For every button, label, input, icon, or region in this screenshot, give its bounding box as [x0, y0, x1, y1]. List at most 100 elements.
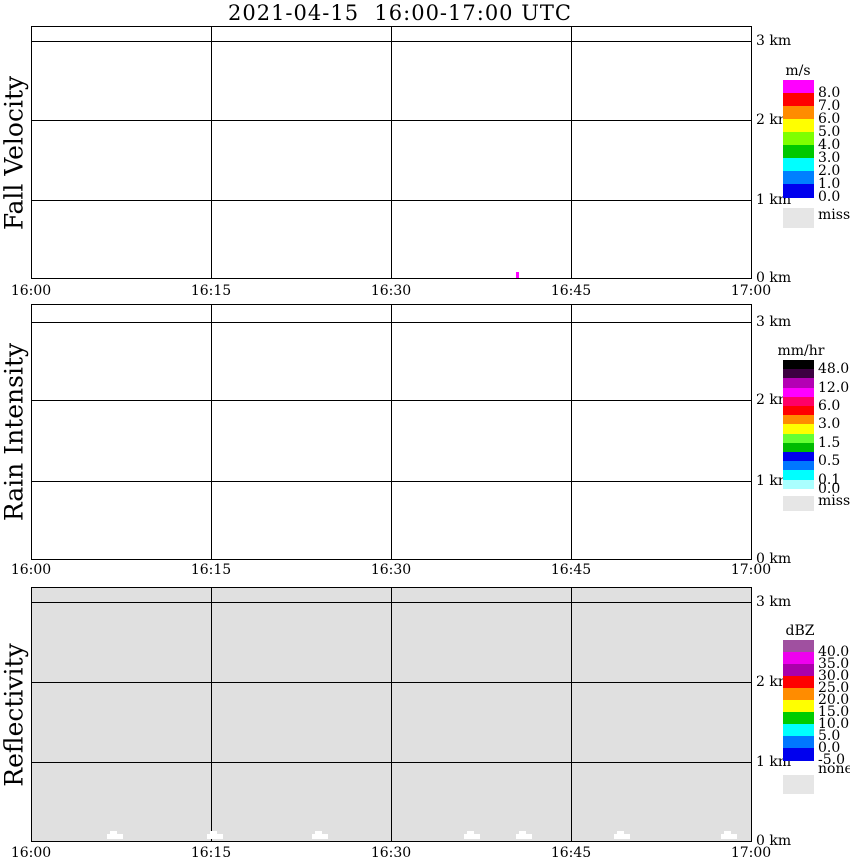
x-tick-label: 17:00	[730, 562, 772, 578]
colorbar-tick-label: 35.0	[818, 656, 850, 672]
missing-data-gap	[107, 834, 123, 839]
y-tick-label: 0 km	[756, 833, 792, 849]
colorbar-tick-label: 40.0	[818, 644, 850, 660]
missing-data-gap	[110, 831, 117, 834]
x-tick-label: 16:30	[370, 283, 412, 299]
colorbar-segment	[783, 184, 814, 198]
colorbar-tick-label: 5.0	[818, 124, 841, 140]
colorbar-segment	[783, 378, 814, 389]
y-tick-label: 0 km	[756, 551, 792, 567]
colorbar-segment	[783, 171, 814, 185]
colorbar-tick-label: 1.5	[818, 434, 841, 451]
y-tick-label: 3 km	[756, 314, 792, 330]
colorbar-segment	[783, 360, 814, 370]
colorbar-segment	[783, 652, 814, 665]
x-tick-label: 16:45	[550, 283, 592, 299]
y-tick-label: 3 km	[756, 594, 792, 610]
gridline-vertical	[571, 305, 572, 559]
colorbar-title-mm-hr: mm/hr	[777, 343, 825, 359]
colorbar-tick-label: 10.0	[818, 716, 850, 732]
missing-data-gap	[467, 831, 474, 834]
colorbar-tick-label: 0.5	[818, 453, 841, 470]
y-tick-label: 1 km	[756, 473, 792, 489]
colorbar-tick-label: 4.0	[818, 137, 841, 153]
missing-data-gap	[721, 834, 737, 839]
gridline-vertical	[211, 588, 212, 841]
y-tick-label: 1 km	[756, 192, 792, 208]
colorbar-tick-label: 5.0	[818, 728, 841, 744]
colorbar-segment	[783, 442, 814, 453]
panel-fall-velocity	[31, 26, 752, 279]
colorbar-segment	[783, 80, 814, 94]
colorbar-missing-label: miss	[818, 493, 850, 509]
colorbar-segment	[783, 676, 814, 689]
colorbar-missing-swatch	[783, 208, 814, 228]
axis-title-fall-velocity: Fall Velocity	[0, 75, 29, 230]
colorbar-segment	[783, 396, 814, 407]
colorbar-segment	[783, 415, 814, 425]
missing-data-gap	[464, 834, 480, 839]
x-tick-label: 17:00	[730, 845, 772, 861]
colorbar-missing-label: miss	[818, 207, 850, 223]
x-tick-label: 16:15	[190, 845, 232, 861]
colorbar-segment	[783, 145, 814, 159]
missing-data-gap	[519, 831, 526, 834]
gridline-vertical	[391, 305, 392, 559]
gridline-vertical	[211, 27, 212, 278]
colorbar-segment	[783, 724, 814, 737]
missing-data-gap	[617, 831, 624, 834]
colorbar-segment	[783, 748, 814, 761]
x-tick-label: 16:15	[190, 283, 232, 299]
colorbar-tick-label: 0.1	[818, 471, 841, 488]
colorbar-segment	[783, 93, 814, 107]
y-tick-label: 1 km	[756, 754, 792, 770]
colorbar-tick-label: 0.0	[818, 480, 841, 497]
missing-data-gap	[315, 831, 322, 834]
colorbar-segment	[783, 369, 814, 379]
colorbar-tick-label: 3.0	[818, 416, 841, 433]
missing-data-gap	[724, 831, 731, 834]
missing-data-gap	[614, 834, 630, 839]
colorbar-segment	[783, 700, 814, 713]
colorbar-tick-label: 0.0	[818, 189, 841, 205]
colorbar-segment	[783, 424, 814, 435]
colorbar-tick-label: 30.0	[818, 668, 850, 684]
x-tick-label: 16:00	[10, 845, 52, 861]
y-tick-label: 2 km	[756, 392, 792, 408]
gridline-vertical	[571, 588, 572, 841]
panel-rain-intensity	[31, 304, 752, 560]
colorbar-segment	[783, 452, 814, 462]
colorbar-segment	[783, 119, 814, 133]
x-tick-label: 16:30	[370, 562, 412, 578]
y-tick-label: 0 km	[756, 270, 792, 286]
colorbar-tick-label: 8.0	[818, 85, 841, 101]
x-tick-label: 16:45	[550, 562, 592, 578]
colorbar-tick-label: 12.0	[818, 379, 850, 396]
panel-reflectivity	[31, 587, 752, 842]
colorbar-tick-label: 20.0	[818, 692, 850, 708]
x-tick-label: 16:15	[190, 562, 232, 578]
colorbar-segment	[783, 664, 814, 677]
colorbar-segment	[783, 712, 814, 725]
colorbar-segment	[783, 158, 814, 172]
colorbar-segment	[783, 132, 814, 146]
y-tick-label: 2 km	[756, 112, 792, 128]
colorbar-tick-label: 25.0	[818, 680, 850, 696]
colorbar-segment	[783, 387, 814, 398]
missing-data-gap	[210, 831, 217, 834]
colorbar-tick-label: 48.0	[818, 361, 850, 378]
colorbar-title-dbz: dBZ	[785, 623, 815, 639]
x-tick-label: 16:45	[550, 845, 592, 861]
colorbar-segment	[783, 406, 814, 416]
x-tick-label: 16:00	[10, 562, 52, 578]
x-tick-label: 17:00	[730, 283, 772, 299]
colorbar-segment	[783, 688, 814, 701]
axis-title-rain-intensity: Rain Intensity	[0, 342, 29, 522]
missing-data-gap	[207, 834, 223, 839]
colorbar-segment	[783, 736, 814, 749]
missing-data-gap	[312, 834, 328, 839]
colorbar-title-m-s: m/s	[785, 63, 811, 79]
axis-title-reflectivity: Reflectivity	[0, 642, 29, 787]
y-tick-label: 2 km	[756, 674, 792, 690]
data-mark-fall-velocity	[516, 272, 519, 278]
